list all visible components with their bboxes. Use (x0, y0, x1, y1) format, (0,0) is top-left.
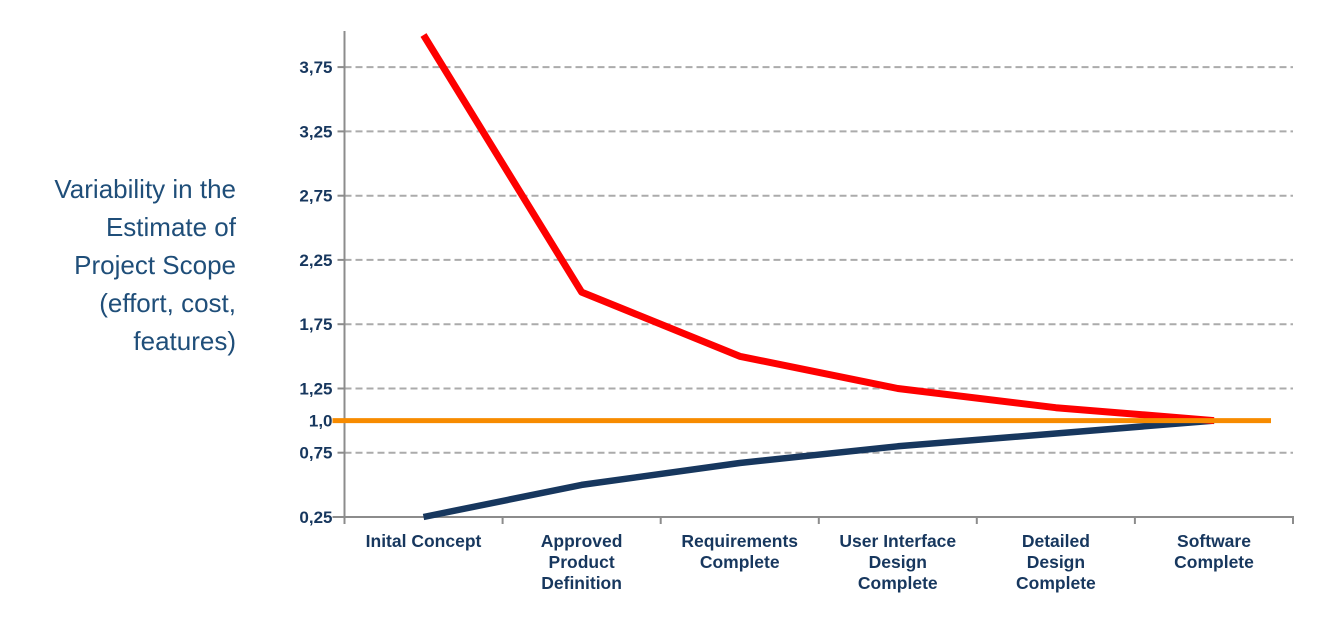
x-category-label: Approved Product Definition (541, 531, 623, 593)
x-category-label: User Interface Design Complete (839, 531, 956, 593)
y-tick-label: 2,75 (299, 187, 332, 206)
y-tick-label: 1,0 (309, 412, 333, 431)
series-lower-estimate-bound-line (422, 417, 1215, 521)
y-tick-label: 0,75 (299, 444, 332, 463)
x-category-label: Detailed Design Complete (1016, 531, 1096, 593)
y-tick-label: 3,25 (299, 122, 332, 141)
y-tick-label: 1,75 (299, 315, 332, 334)
y-tick-label: 2,25 (299, 251, 332, 270)
x-category-label: Requirements Complete (681, 531, 798, 572)
y-tick-label: 0,25 (299, 508, 332, 527)
series-upper-estimate-bound-line (420, 33, 1215, 425)
y-tick-label: 3,75 (299, 58, 332, 77)
y-tick-label: 1,25 (299, 379, 332, 398)
y-axis-title: Variability in the Estimate of Project S… (54, 174, 236, 356)
x-category-label: Software Complete (1174, 531, 1254, 572)
x-category-label: Inital Concept (366, 531, 482, 551)
